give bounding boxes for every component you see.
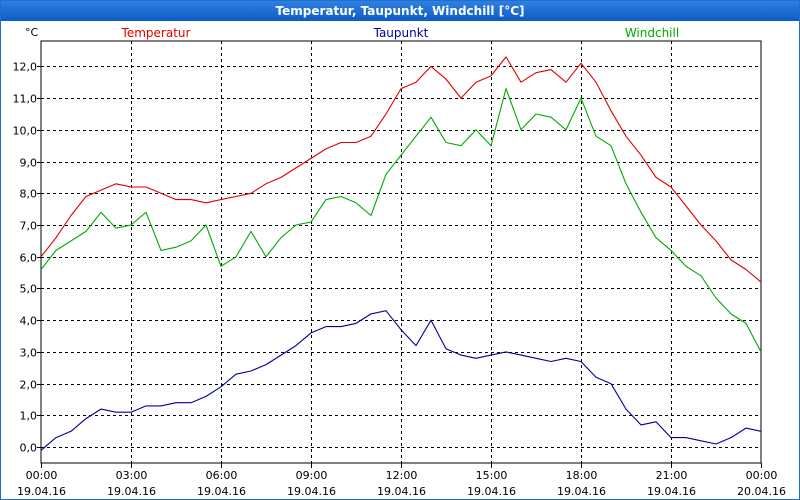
y-tick-label: 7,0 bbox=[20, 220, 38, 233]
x-tick-date-label: 19.04.16 bbox=[647, 485, 696, 498]
y-tick-label: 1,0 bbox=[20, 410, 38, 423]
y-tick-label: 10,0 bbox=[13, 125, 38, 138]
chart-title: Temperatur, Taupunkt, Windchill [°C] bbox=[1, 1, 799, 21]
x-tick-date-label: 19.04.16 bbox=[17, 485, 66, 498]
y-unit-label: °C bbox=[25, 26, 39, 39]
x-tick-time-label: 15:00 bbox=[476, 469, 508, 482]
x-tick-time-label: 03:00 bbox=[116, 469, 148, 482]
y-tick-label: 8,0 bbox=[20, 188, 38, 201]
y-tick-label: 6,0 bbox=[20, 252, 38, 265]
y-tick-label: 5,0 bbox=[20, 283, 38, 296]
x-tick-date-label: 19.04.16 bbox=[107, 485, 156, 498]
series-line-taupunkt bbox=[40, 310, 762, 451]
y-tick-label: 12,0 bbox=[13, 61, 38, 74]
x-tick-date-label: 19.04.16 bbox=[287, 485, 336, 498]
y-tick-label: 2,0 bbox=[20, 379, 38, 392]
x-tick-time-label: 00:00 bbox=[26, 469, 58, 482]
series-line-temperatur bbox=[40, 56, 762, 283]
legend-windchill: Windchill bbox=[625, 26, 679, 40]
x-tick-time-label: 06:00 bbox=[206, 469, 238, 482]
y-tick-label: 4,0 bbox=[20, 315, 38, 328]
y-tick-label: 9,0 bbox=[20, 157, 38, 170]
x-tick-time-label: 18:00 bbox=[566, 469, 598, 482]
x-tick-date-label: 19.04.16 bbox=[377, 485, 426, 498]
series-line-windchill bbox=[40, 88, 762, 353]
x-tick-date-label: 20.04.16 bbox=[737, 485, 786, 498]
y-tick-label: 3,0 bbox=[20, 347, 38, 360]
x-tick-date-label: 19.04.16 bbox=[197, 485, 246, 498]
y-tick-label: 11,0 bbox=[13, 93, 38, 106]
x-tick-date-label: 19.04.16 bbox=[557, 485, 606, 498]
x-tick-time-label: 12:00 bbox=[386, 469, 418, 482]
legend-temperatur: Temperatur bbox=[121, 26, 191, 40]
y-tick-label: 0,0 bbox=[20, 442, 38, 455]
x-tick-time-label: 09:00 bbox=[296, 469, 328, 482]
x-tick-time-label: 21:00 bbox=[656, 469, 688, 482]
x-tick-date-label: 19.04.16 bbox=[467, 485, 516, 498]
legend-taupunkt: Taupunkt bbox=[373, 26, 429, 40]
x-tick-time-label: 00:00 bbox=[746, 469, 778, 482]
line-chart: 0,0 1,0 2,0 3,0 4,0 5,0 6,0 7,0 8,0 9,0 10,0 11,0 12… bbox=[13, 26, 786, 498]
